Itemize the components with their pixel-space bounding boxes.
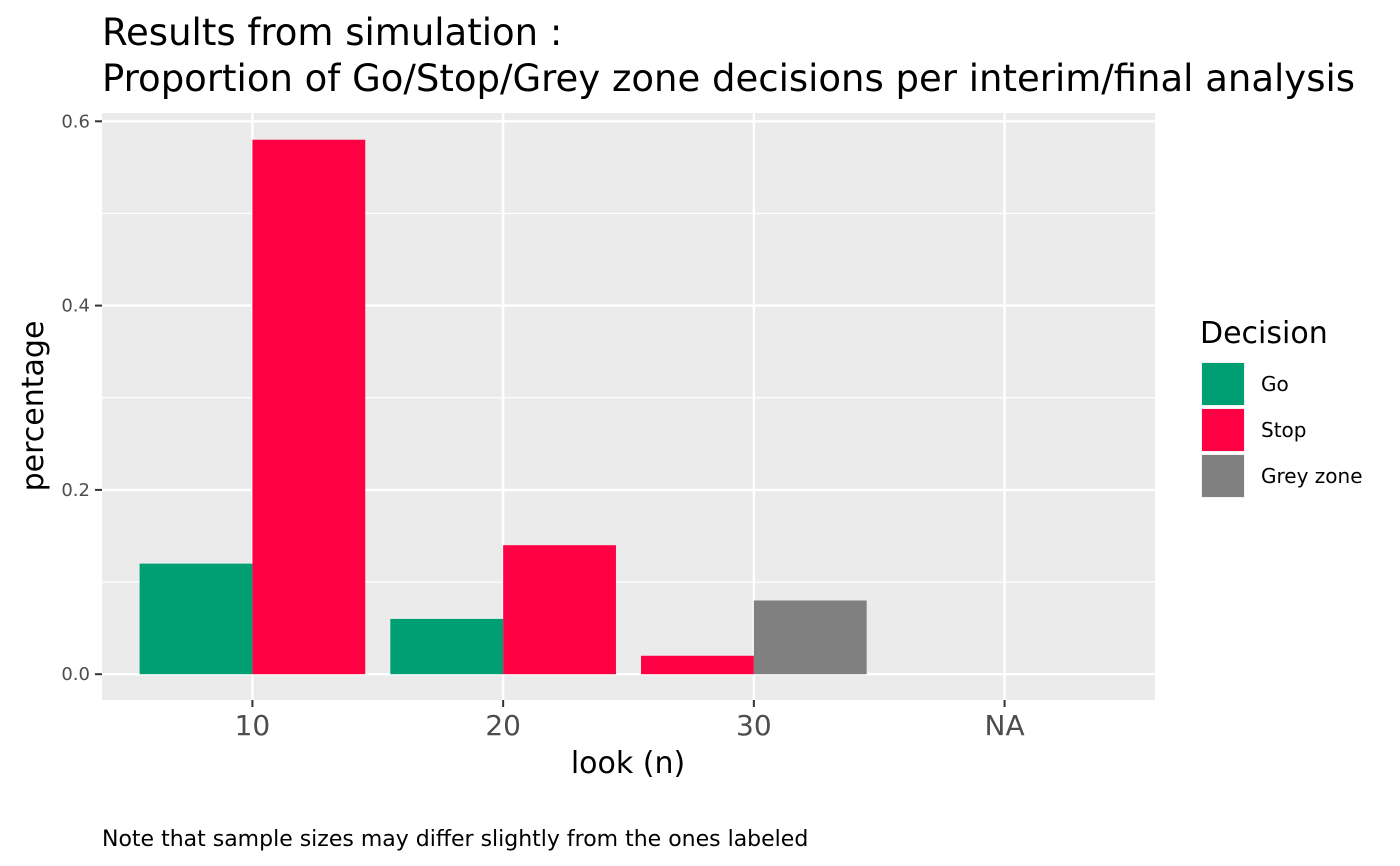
bar-group xyxy=(139,139,867,675)
y-tick-label: 0.4 xyxy=(61,296,90,317)
x-axis-title: look (n) xyxy=(571,746,685,781)
bar-stop-20 xyxy=(503,545,616,675)
y-tick-label: 0.2 xyxy=(61,480,90,501)
legend: Go Stop Grey zone xyxy=(1201,362,1363,498)
bar-stop-10 xyxy=(252,139,366,675)
chart-caption: Note that sample sizes may differ slight… xyxy=(102,827,808,852)
legend-label: Stop xyxy=(1261,418,1306,442)
x-tick-label: 30 xyxy=(736,709,772,742)
x-axis: 10 20 30 NA xyxy=(235,700,1025,742)
legend-swatch xyxy=(1202,409,1244,451)
x-tick-label: 20 xyxy=(485,709,521,742)
bar-grey-zone-30 xyxy=(753,600,867,675)
bar-go-20 xyxy=(390,618,504,675)
legend-label: Grey zone xyxy=(1261,464,1363,488)
bar-stop-30 xyxy=(641,655,754,675)
legend-title: Decision xyxy=(1200,316,1328,351)
y-axis-title: percentage xyxy=(16,321,51,492)
legend-swatch xyxy=(1202,455,1244,497)
legend-label: Go xyxy=(1261,372,1289,396)
y-tick-label: 0.0 xyxy=(61,664,90,685)
y-tick-label: 0.6 xyxy=(61,111,90,132)
chart-title-line-2: Proportion of Go/Stop/Grey zone decision… xyxy=(102,57,1355,100)
chart-title-line-1: Results from simulation : xyxy=(102,11,562,54)
y-axis: 0.0 0.2 0.4 0.6 xyxy=(61,111,102,685)
legend-swatch xyxy=(1202,363,1244,405)
bar-go-10 xyxy=(139,563,253,675)
x-tick-label: NA xyxy=(985,709,1025,742)
x-tick-label: 10 xyxy=(235,709,271,742)
